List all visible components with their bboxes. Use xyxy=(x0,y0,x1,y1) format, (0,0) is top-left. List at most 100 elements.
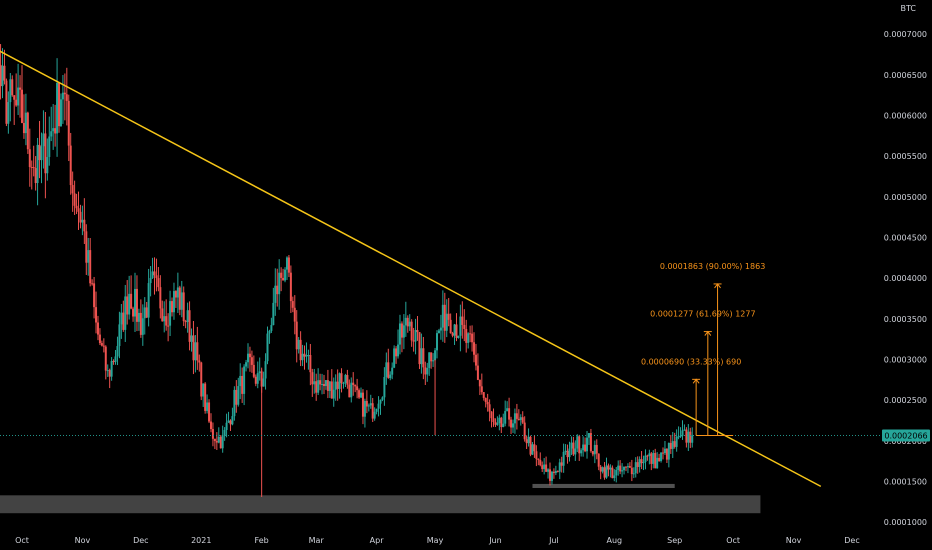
candle-body xyxy=(79,211,82,223)
candle-body xyxy=(50,131,53,137)
candle-body xyxy=(365,400,368,407)
candle-body xyxy=(284,269,287,281)
candle-body xyxy=(324,380,327,387)
candle-body xyxy=(61,92,64,100)
candle-body xyxy=(206,402,209,411)
candle-body xyxy=(578,436,581,454)
candle-body xyxy=(648,453,651,456)
candle-body xyxy=(280,272,283,278)
candle-body xyxy=(439,327,442,331)
candle-body xyxy=(354,385,357,387)
x-tick-label: Nov xyxy=(75,536,91,545)
candle-body xyxy=(527,436,530,444)
x-tick-label: Sep xyxy=(667,536,682,545)
candle-body xyxy=(580,450,583,454)
candle-body xyxy=(644,455,647,462)
candle-body xyxy=(247,353,250,363)
candle-body xyxy=(385,362,388,378)
y-tick-label: 0.0005500 xyxy=(884,152,927,161)
candle-body xyxy=(13,95,16,100)
candle-body xyxy=(149,278,152,284)
candle-body xyxy=(161,308,164,322)
candle-body xyxy=(128,293,131,315)
support-zone xyxy=(532,483,675,488)
candle-body xyxy=(135,288,138,322)
candle-body xyxy=(469,333,472,335)
candle-body xyxy=(558,462,561,472)
candle-body xyxy=(361,392,364,417)
candle-body xyxy=(445,313,448,331)
candle-body xyxy=(533,444,536,452)
candle-body xyxy=(102,345,105,347)
candle-body xyxy=(44,133,47,174)
candle-body xyxy=(225,422,228,430)
candle-body xyxy=(667,443,670,460)
candle-body xyxy=(85,231,88,263)
target-label: 0.0001277 (61.69%) 1277 xyxy=(650,310,755,319)
candle-body xyxy=(311,372,314,385)
candle-body xyxy=(358,390,361,398)
candle-body xyxy=(15,99,18,106)
candle-body xyxy=(295,321,298,350)
candle-body xyxy=(268,330,271,334)
candle-body xyxy=(317,380,320,393)
candle-body xyxy=(209,421,212,430)
candle-body xyxy=(398,323,401,345)
candle-body xyxy=(515,413,518,419)
candle-body xyxy=(455,324,458,338)
candle-body xyxy=(118,324,121,347)
candle-body xyxy=(371,403,374,419)
candle-body xyxy=(500,417,503,428)
candle-body xyxy=(278,272,281,295)
candle-body xyxy=(350,382,353,398)
candle-body xyxy=(336,381,339,389)
candle-body xyxy=(186,310,189,322)
candle-body xyxy=(367,405,370,407)
candle-body xyxy=(243,366,246,394)
candle-body xyxy=(404,317,407,326)
candle-body xyxy=(434,350,437,361)
candle-body xyxy=(375,408,378,412)
candle-body xyxy=(621,470,624,472)
y-tick-label: 0.0006000 xyxy=(884,111,927,120)
candle-body xyxy=(490,411,493,419)
candle-body xyxy=(89,250,92,284)
candle-body xyxy=(539,459,542,466)
y-tick-label: 0.0001000 xyxy=(884,518,927,527)
candle-body xyxy=(656,457,659,469)
target-label: 0.0000690 (33.33%) 690 xyxy=(641,357,741,366)
candle-body xyxy=(683,429,686,431)
candle-body xyxy=(484,397,487,403)
candle-body xyxy=(480,386,483,393)
candle-body xyxy=(157,278,160,288)
candle-body xyxy=(603,467,606,478)
candle-body xyxy=(560,462,563,466)
candle-body xyxy=(474,354,477,366)
candle-body xyxy=(482,392,485,398)
candle-body xyxy=(486,402,489,405)
candle-body xyxy=(568,448,571,458)
candle-body xyxy=(402,325,405,338)
candle-body xyxy=(73,193,76,206)
candle-body xyxy=(665,448,668,460)
candle-body xyxy=(352,382,355,386)
candle-body xyxy=(151,271,154,279)
candle-body xyxy=(574,448,577,455)
y-tick-label: 0.0004000 xyxy=(884,274,927,283)
candle-body xyxy=(65,94,68,101)
x-tick-label: Mar xyxy=(309,536,325,545)
candle-body xyxy=(412,340,415,342)
candle-body xyxy=(449,319,452,334)
candle-body xyxy=(673,441,676,447)
candle-body xyxy=(640,459,643,464)
candle-body xyxy=(163,316,166,322)
candle-body xyxy=(650,453,653,464)
candle-body xyxy=(42,133,45,147)
candle-body xyxy=(642,461,645,464)
candle-body xyxy=(597,453,600,467)
y-tick-label: 0.0007000 xyxy=(884,30,927,39)
candle-body xyxy=(389,374,392,379)
candle-body xyxy=(287,257,290,273)
currency-label[interactable]: BTC xyxy=(900,4,917,13)
